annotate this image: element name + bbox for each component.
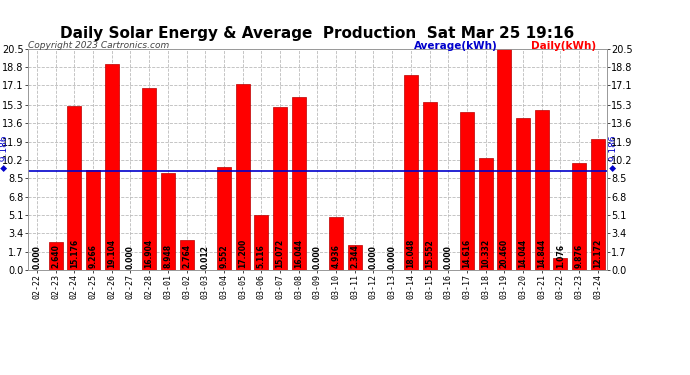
Bar: [179, 240, 193, 270]
Text: 0.000: 0.000: [388, 246, 397, 270]
Text: 15.072: 15.072: [275, 239, 284, 268]
Text: 2.344: 2.344: [351, 244, 359, 268]
Bar: [142, 87, 156, 270]
Text: Daily(kWh): Daily(kWh): [531, 41, 596, 51]
Text: 19.104: 19.104: [107, 239, 116, 268]
Text: 5.116: 5.116: [257, 244, 266, 268]
Bar: [572, 164, 586, 270]
Text: 16.904: 16.904: [145, 239, 154, 268]
Text: 14.616: 14.616: [462, 239, 471, 268]
Text: Average(kWh): Average(kWh): [414, 41, 497, 51]
Bar: [479, 159, 493, 270]
Text: 16.044: 16.044: [294, 239, 303, 268]
Bar: [404, 75, 418, 270]
Bar: [105, 64, 119, 270]
Bar: [292, 97, 306, 270]
Text: 9.552: 9.552: [219, 245, 228, 268]
Bar: [235, 84, 250, 270]
Text: 10.332: 10.332: [481, 239, 490, 268]
Text: 15.552: 15.552: [425, 240, 434, 268]
Text: 1.076: 1.076: [556, 244, 565, 268]
Bar: [161, 173, 175, 270]
Bar: [348, 245, 362, 270]
Text: 0.000: 0.000: [444, 246, 453, 270]
Text: Copyright 2023 Cartronics.com: Copyright 2023 Cartronics.com: [28, 41, 169, 50]
Bar: [422, 102, 437, 270]
Text: 0.000: 0.000: [126, 246, 135, 270]
Bar: [255, 215, 268, 270]
Bar: [497, 49, 511, 270]
Text: Daily Solar Energy & Average  Production  Sat Mar 25 19:16: Daily Solar Energy & Average Production …: [60, 26, 575, 41]
Bar: [217, 167, 231, 270]
Text: 2.764: 2.764: [182, 244, 191, 268]
Text: 17.200: 17.200: [238, 239, 247, 268]
Text: 9.876: 9.876: [575, 244, 584, 268]
Text: 2.640: 2.640: [51, 244, 60, 268]
Text: 18.048: 18.048: [406, 239, 415, 268]
Bar: [329, 217, 343, 270]
Text: 14.044: 14.044: [519, 239, 528, 268]
Text: 12.172: 12.172: [593, 239, 602, 268]
Text: 14.844: 14.844: [538, 239, 546, 268]
Bar: [68, 106, 81, 270]
Bar: [553, 258, 567, 270]
Text: 0.000: 0.000: [32, 246, 41, 270]
Bar: [48, 242, 63, 270]
Text: ◆ 9.186: ◆ 9.186: [609, 135, 618, 171]
Text: 20.460: 20.460: [500, 239, 509, 268]
Bar: [86, 170, 100, 270]
Bar: [460, 112, 474, 270]
Text: 8.948: 8.948: [164, 244, 172, 268]
Bar: [591, 139, 605, 270]
Text: ◆ 9.186: ◆ 9.186: [0, 135, 8, 171]
Text: 15.176: 15.176: [70, 239, 79, 268]
Text: 4.936: 4.936: [332, 244, 341, 268]
Text: 0.000: 0.000: [369, 246, 378, 270]
Text: 0.012: 0.012: [201, 246, 210, 270]
Text: 0.000: 0.000: [313, 246, 322, 270]
Bar: [535, 110, 549, 270]
Bar: [516, 118, 530, 270]
Bar: [273, 107, 287, 270]
Text: 9.266: 9.266: [88, 244, 97, 268]
